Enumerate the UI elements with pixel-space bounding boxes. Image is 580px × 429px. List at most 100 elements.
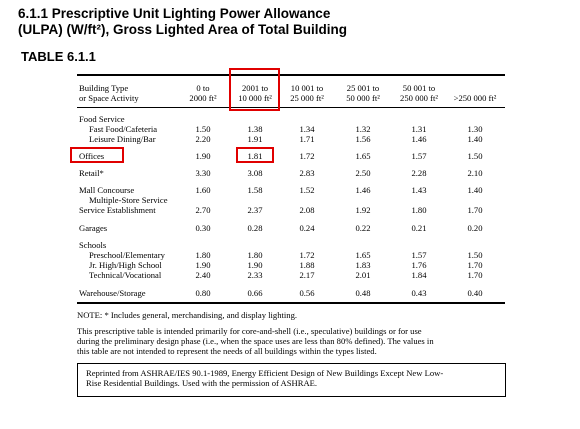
table-cell: 1.50 (467, 250, 483, 260)
table-cell: 0.24 (299, 223, 315, 233)
table-cell: 1.43 (411, 185, 427, 195)
table-cell: 2.01 (355, 270, 371, 280)
table-cell: 2.17 (299, 270, 315, 280)
note-paragraph-line-1: This prescriptive table is intended prim… (77, 326, 422, 336)
table-cell: 1.83 (355, 260, 371, 270)
table-cell: 1.60 (195, 185, 211, 195)
row-label-mall: Mall Concourse (79, 185, 135, 195)
table-cell: 1.92 (355, 205, 371, 215)
table-cell: 1.71 (299, 134, 315, 144)
note-paragraph-line-3: this table are not intended to represent… (77, 346, 377, 356)
reference-line-1: Reprinted from ASHRAE/IES 90.1-1989, Ene… (86, 368, 444, 378)
header-c5-1: 50 001 to (402, 83, 436, 93)
header-rule (77, 107, 505, 108)
table-cell: 0.80 (195, 288, 211, 298)
table-cell: 2.33 (247, 270, 263, 280)
table-label: TABLE 6.1.1 (21, 49, 96, 64)
table-cell: 1.80 (195, 250, 211, 260)
table-cell: 1.81 (247, 151, 263, 161)
table-cell: 1.88 (299, 260, 315, 270)
group-schools: Schools (79, 240, 107, 250)
row-label-offices: Offices (79, 151, 105, 161)
table-cell: 2.40 (195, 270, 211, 280)
table-cell: 1.40 (467, 185, 483, 195)
table-cell: 1.76 (411, 260, 427, 270)
table-cell: 1.38 (247, 124, 263, 134)
table-cell: 2.70 (195, 205, 211, 215)
table-cell: 1.32 (355, 124, 371, 134)
table-cell: 1.65 (355, 151, 371, 161)
table-cell: 1.72 (299, 250, 315, 260)
table-cell: 1.46 (355, 185, 371, 195)
table-cell: 1.34 (299, 124, 315, 134)
table-bottom-rule (77, 302, 505, 304)
table-cell: 0.21 (411, 223, 427, 233)
header-c2-1: 2001 to (241, 83, 269, 93)
header-type-2: or Space Activity (79, 93, 139, 103)
table-cell: 1.70 (467, 270, 483, 280)
table-cell: 1.56 (355, 134, 371, 144)
row-label-leisure: Leisure Dining/Bar (89, 134, 156, 144)
table-cell: 1.31 (411, 124, 427, 134)
table-cell: 2.50 (355, 168, 371, 178)
table-cell: 3.30 (195, 168, 211, 178)
table-cell: 0.20 (467, 223, 483, 233)
heading-line-2: (ULPA) (W/ft²), Gross Lighted Area of To… (18, 22, 347, 37)
table-cell: 1.50 (467, 151, 483, 161)
reference-box: Reprinted from ASHRAE/IES 90.1-1989, Ene… (77, 363, 506, 397)
table-cell: 1.80 (411, 205, 427, 215)
table-cell: 1.90 (247, 260, 263, 270)
reference-line-2: Rise Residential Buildings. Used with th… (86, 378, 318, 388)
table-cell: 2.08 (299, 205, 315, 215)
table-cell: 1.50 (195, 124, 211, 134)
row-label-jrhigh: Jr. High/High School (89, 260, 162, 270)
table-cell: 2.83 (299, 168, 315, 178)
header-c4-2: 50 000 ft² (346, 93, 380, 103)
table-cell: 1.58 (247, 185, 263, 195)
header-c2-2: 10 000 ft² (238, 93, 272, 103)
table-cell: 0.48 (355, 288, 371, 298)
table-cell: 0.22 (355, 223, 371, 233)
table-top-rule (77, 74, 505, 76)
header-c4-1: 25 001 to (346, 83, 380, 93)
table-note: NOTE: * Includes general, merchandising,… (77, 310, 298, 320)
table-cell: 0.28 (247, 223, 263, 233)
row-label-preschool: Preschool/Elementary (89, 250, 165, 260)
table-cell: 1.57 (411, 151, 427, 161)
header-type-1: Building Type (79, 83, 129, 93)
table-cell: 1.57 (411, 250, 427, 260)
note-paragraph-line-2: during the preliminary design phase (i.e… (77, 336, 434, 346)
header-c5-2: 250 000 ft² (400, 93, 438, 103)
table-cell: 0.56 (299, 288, 315, 298)
table-cell: 1.40 (467, 134, 483, 144)
row-label-retail: Retail* (79, 168, 104, 178)
row-label-fast-food: Fast Food/Cafeteria (89, 124, 158, 134)
table-cell: 2.10 (467, 168, 483, 178)
header-c3-1: 10 001 to (290, 83, 324, 93)
table-cell: 1.80 (247, 250, 263, 260)
table-cell: 1.65 (355, 250, 371, 260)
table-cell: 1.90 (195, 151, 211, 161)
row-label-technical: Technical/Vocational (89, 270, 162, 280)
highlight-column-2001-10000 (229, 68, 280, 111)
table-cell: 1.46 (411, 134, 427, 144)
table-cell: 1.30 (467, 124, 483, 134)
table-cell: 3.08 (247, 168, 263, 178)
table-cell: 0.30 (195, 223, 211, 233)
row-label-multiple-store: Multiple-Store Service (89, 195, 168, 205)
group-food-service: Food Service (79, 114, 125, 124)
table-cell: 0.40 (467, 288, 483, 298)
highlight-offices-value (236, 147, 274, 163)
header-c1-1: 0 to (196, 83, 210, 93)
table-cell: 1.84 (411, 270, 427, 280)
header-c3-2: 25 000 ft² (290, 93, 324, 103)
row-label-garages: Garages (79, 223, 108, 233)
table-cell: 2.20 (195, 134, 211, 144)
section-heading: 6.1.1 Prescriptive Unit Lighting Power A… (18, 6, 347, 38)
table-cell: 2.28 (411, 168, 427, 178)
header-c6-1: >250 000 ft² (453, 93, 497, 103)
heading-line-1: 6.1.1 Prescriptive Unit Lighting Power A… (18, 6, 331, 21)
table-cell: 1.90 (195, 260, 211, 270)
highlight-offices-label (70, 147, 124, 163)
table-cell: 1.91 (247, 134, 263, 144)
